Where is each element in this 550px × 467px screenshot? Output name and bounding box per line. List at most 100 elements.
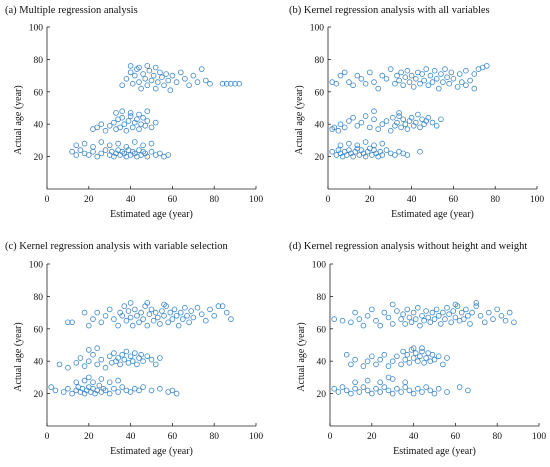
data-point (384, 76, 389, 81)
data-point (332, 386, 337, 391)
data-point (78, 148, 83, 153)
data-point (459, 310, 464, 315)
data-point (369, 391, 374, 396)
data-point (466, 388, 471, 393)
data-point (420, 72, 425, 77)
data-point (390, 115, 395, 120)
data-point (124, 318, 129, 323)
y-tick-label: 20 (34, 390, 44, 400)
data-point (344, 352, 349, 357)
data-point (367, 125, 372, 130)
x-tick-label: 0 (45, 195, 50, 205)
data-point (342, 125, 347, 130)
data-point (70, 149, 75, 154)
data-point (170, 388, 175, 393)
data-point (401, 117, 406, 122)
data-point (428, 73, 433, 78)
data-point (120, 385, 125, 390)
data-point (413, 76, 418, 81)
data-point (422, 318, 427, 323)
data-point (162, 313, 167, 318)
data-point (484, 64, 489, 69)
data-point (116, 390, 121, 395)
data-point (436, 386, 441, 391)
data-point (149, 357, 154, 362)
data-point (74, 143, 79, 148)
data-point (158, 386, 163, 391)
y-tick-label: 40 (317, 358, 327, 368)
data-point (336, 390, 341, 395)
data-point (141, 115, 146, 120)
data-point (464, 68, 469, 73)
data-point (168, 88, 173, 93)
data-point (95, 310, 100, 315)
data-point (151, 73, 156, 78)
data-point (430, 120, 435, 125)
data-point (353, 386, 358, 391)
y-tick-label: 60 (317, 325, 327, 335)
data-point (203, 78, 208, 83)
data-point (401, 83, 406, 88)
data-point (386, 375, 391, 380)
data-point (413, 351, 418, 356)
data-point (66, 365, 71, 370)
y-tick-label: 40 (34, 358, 44, 368)
data-point (418, 81, 423, 86)
data-point (355, 123, 360, 128)
data-point (449, 320, 454, 325)
data-point (432, 317, 437, 322)
data-point (137, 127, 142, 132)
data-point (420, 390, 425, 395)
data-point (155, 80, 160, 85)
data-point (399, 125, 404, 130)
data-point (178, 70, 183, 75)
data-point (447, 312, 452, 317)
data-point (145, 64, 150, 69)
data-point (415, 305, 420, 310)
data-point (441, 362, 446, 367)
data-point (445, 305, 450, 310)
data-point (332, 317, 337, 322)
data-point (122, 304, 127, 309)
data-point (208, 307, 213, 312)
data-point (132, 73, 137, 78)
chart-panel-b: (b) Kernel regression analysis with all … (289, 5, 544, 220)
data-point (116, 141, 121, 146)
data-point (432, 391, 437, 396)
data-point (367, 70, 372, 75)
data-point (439, 117, 444, 122)
chart-title-a: (a) Multiple regression analysis (5, 5, 138, 16)
data-point (363, 140, 368, 145)
chart-panel-d: (d) Kernel regression analysis without h… (289, 241, 546, 457)
chart-panel-a: (a) Multiple regression analysis 0 20 40 60 8… (5, 5, 263, 220)
data-point (451, 309, 456, 314)
data-point (445, 356, 450, 361)
data-point (468, 322, 473, 327)
x-axis-label: Estimated age (year) (393, 446, 476, 457)
x-tick-label: 20 (84, 432, 94, 442)
data-point (384, 119, 389, 124)
data-point (434, 76, 439, 81)
y-tick-label: 80 (34, 293, 44, 303)
x-tick-label: 60 (168, 195, 178, 205)
data-point (403, 75, 408, 80)
data-point (162, 83, 167, 88)
data-point (441, 310, 446, 315)
x-tick-label: 0 (328, 432, 333, 442)
data-point (174, 313, 179, 318)
data-point (57, 362, 62, 367)
data-point (438, 322, 443, 327)
data-point (405, 153, 410, 158)
data-point (407, 80, 412, 85)
data-point (334, 81, 339, 86)
data-point (397, 78, 402, 83)
data-point (401, 349, 406, 354)
data-point (107, 391, 112, 396)
data-point (330, 149, 335, 154)
data-point (107, 380, 112, 385)
data-point (208, 81, 213, 86)
data-point (395, 73, 400, 78)
data-point (95, 125, 100, 130)
data-point (130, 323, 135, 328)
data-point (445, 390, 450, 395)
